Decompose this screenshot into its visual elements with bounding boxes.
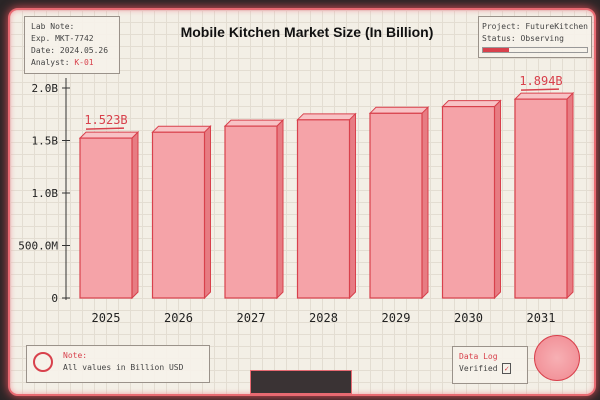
- bar-side: [349, 112, 356, 300]
- bar-side: [276, 118, 284, 300]
- bar: [79, 137, 133, 299]
- project-line: Project: FutureKitchen: [482, 22, 588, 31]
- heartbeat-panel: [250, 370, 352, 394]
- data-log-box: Data Log Verified ✓: [452, 346, 528, 384]
- project-box: Project: FutureKitchen Status: Observing: [478, 16, 592, 58]
- x-tick-label: 2027: [237, 311, 266, 325]
- y-tick-label: 0: [51, 292, 58, 305]
- y-tick-label: 500.0M: [18, 240, 58, 253]
- bar: [514, 98, 568, 299]
- target-icon: [33, 352, 53, 372]
- lab-note-line: Exp. MKT-7742: [31, 34, 94, 43]
- bar-top: [513, 92, 575, 100]
- lab-note-line: Date: 2024.05.26: [31, 46, 109, 55]
- data-label: 1.523B: [84, 113, 127, 127]
- x-tick-label: 2026: [164, 311, 193, 325]
- bar-side: [566, 91, 574, 300]
- bar: [441, 105, 496, 299]
- bar-side: [421, 106, 429, 300]
- crosshair-icon: [534, 335, 580, 381]
- data-log-label: Data Log: [459, 352, 498, 361]
- verified-label: Verified: [459, 364, 498, 373]
- x-tick-label: 2029: [382, 311, 411, 325]
- bar-top: [223, 119, 285, 127]
- verified-checkbox: ✓: [502, 363, 512, 374]
- analyst-label: Analyst:: [31, 58, 70, 67]
- lab-note-line: Lab Note:: [31, 22, 75, 31]
- bar-top: [441, 100, 502, 108]
- data-label: 1.894B: [519, 74, 562, 88]
- note-box: Note: All values in Billion USD: [26, 345, 210, 383]
- bar-top: [368, 106, 430, 114]
- x-tick-label: 2031: [527, 311, 556, 325]
- y-tick-label: 1.5B: [32, 135, 59, 148]
- bar-side: [204, 124, 211, 300]
- bar-side: [131, 130, 139, 300]
- bar-top: [296, 113, 357, 121]
- data-label-underline: [520, 88, 560, 91]
- status-progress: [482, 47, 588, 53]
- lab-note: Lab Note: Exp. MKT-7742 Date: 2024.05.26…: [24, 16, 120, 74]
- bar-top: [78, 131, 140, 139]
- bar: [224, 125, 278, 299]
- bar-side: [494, 99, 501, 300]
- bar: [296, 119, 351, 299]
- note-text: All values in Billion USD: [63, 363, 184, 372]
- y-tick-label: 2.0B: [32, 82, 59, 95]
- x-tick-label: 2028: [309, 311, 338, 325]
- data-label-underline: [85, 127, 125, 130]
- bar: [151, 131, 206, 299]
- bar-top: [151, 125, 212, 133]
- analyst-value: K-01: [74, 58, 94, 67]
- x-tick-label: 2025: [92, 311, 121, 325]
- chart-title: Mobile Kitchen Market Size (In Billion): [180, 24, 434, 40]
- note-label: Note:: [63, 351, 88, 360]
- status-line: Status: Observing: [482, 34, 564, 43]
- x-tick-label: 2030: [454, 311, 483, 325]
- y-tick-label: 1.0B: [32, 187, 59, 200]
- bar: [369, 112, 423, 299]
